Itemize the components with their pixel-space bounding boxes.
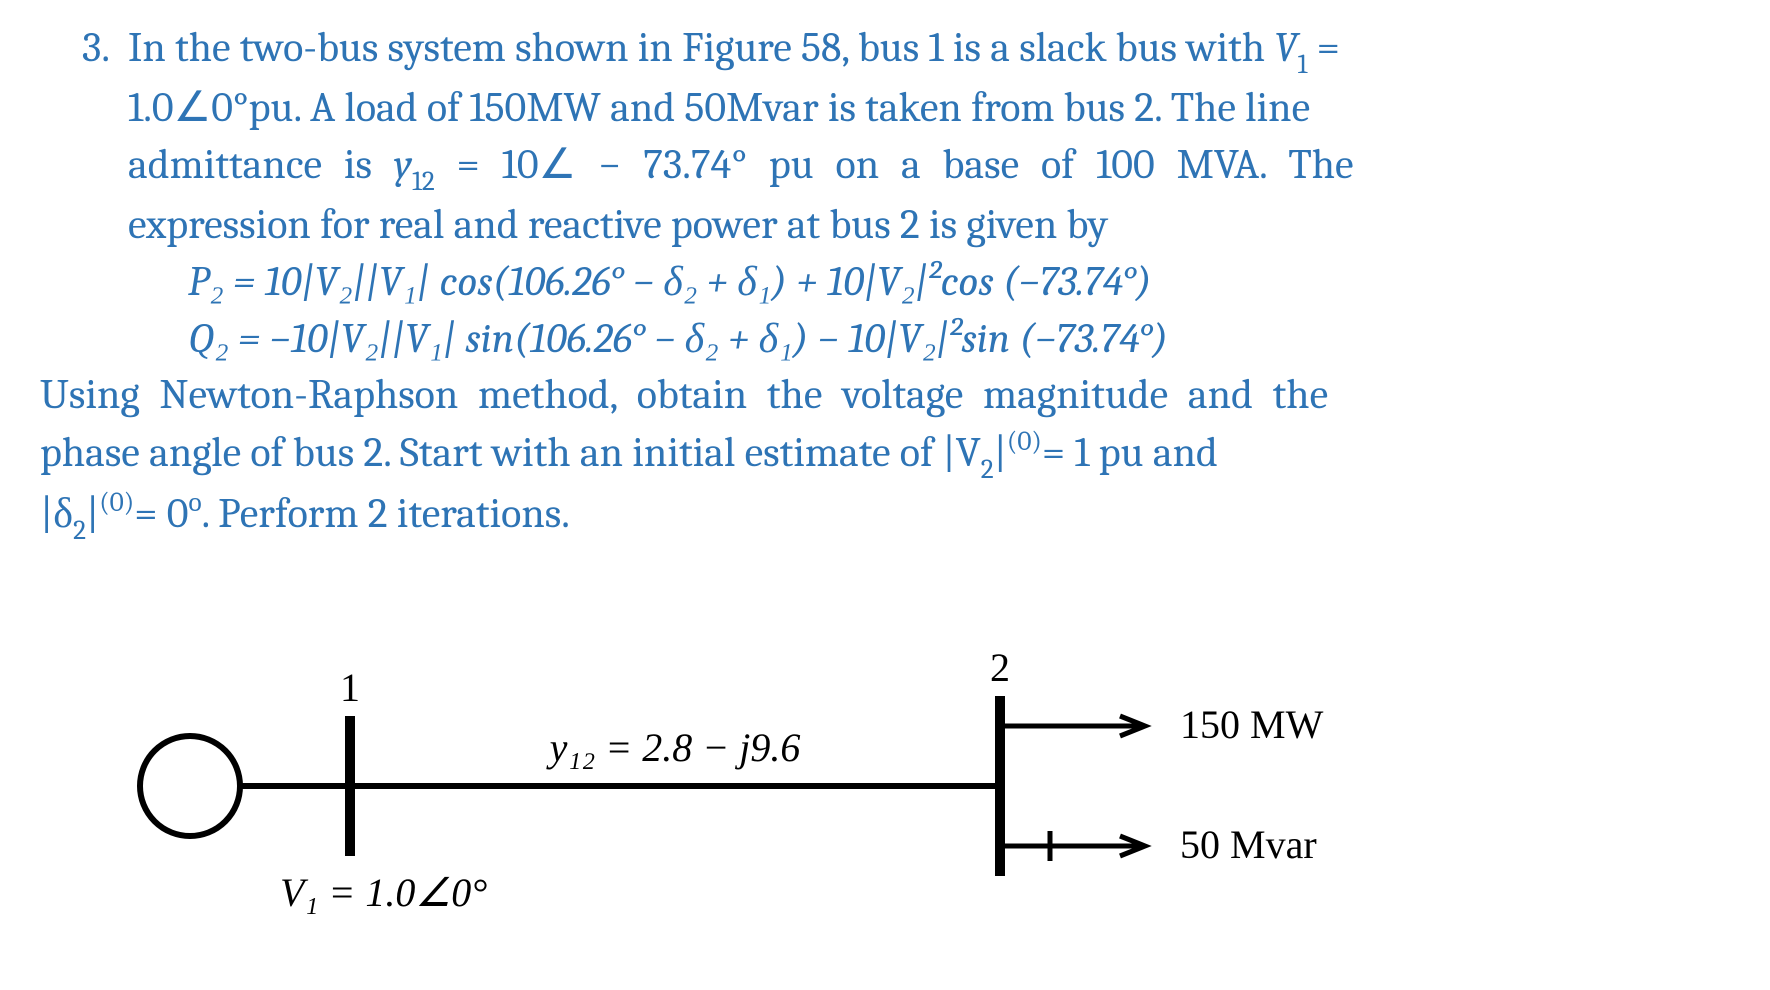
problem-page: 3. In the two-bus system shown in Figure… xyxy=(0,0,1770,920)
text-fragment: | xyxy=(994,428,1007,477)
symbol-y12-sub: 12 xyxy=(412,165,435,197)
problem-line-3: admittance is y12 = 10∠ − 73.74° pu on a… xyxy=(128,137,1730,197)
equation-Q2: Q₂ = −10|V₂||V₁| sin(106.26° − δ₂ + δ₁) … xyxy=(188,311,1730,368)
sub-2: 2 xyxy=(73,514,86,546)
degree-o: o xyxy=(188,486,201,518)
text-fragment: In the two-bus system shown in Figure 58… xyxy=(128,23,1274,72)
problem-line-1: In the two-bus system shown in Figure 58… xyxy=(128,20,1730,80)
equation-P2: P₂ = 10|V₂||V₁| cos(106.26° − δ₂ + δ₁) +… xyxy=(188,254,1730,311)
circuit-diagram: 1 y₁₂ = 2.8 − j9.6 V₁ = 1.0∠0° 2 150 MW … xyxy=(130,616,1730,920)
problem-line-5: Using Newton-Raphson method, obtain the … xyxy=(40,367,1730,424)
problem-line-6: phase angle of bus 2. Start with an init… xyxy=(40,424,1730,485)
sub-2: 2 xyxy=(981,453,994,485)
bus-2-label: 2 xyxy=(990,645,1010,690)
text-fragment: = 1 pu and xyxy=(1042,428,1218,477)
two-bus-svg: 1 y₁₂ = 2.8 − j9.6 V₁ = 1.0∠0° 2 150 MW … xyxy=(130,616,1530,916)
text-fragment: |δ xyxy=(40,489,73,538)
text-fragment: = 0 xyxy=(134,489,188,538)
problem-line-2: 1.0∠0°pu. A load of 150MW and 50Mvar is … xyxy=(128,80,1730,137)
y12-label: y₁₂ = 2.8 − j9.6 xyxy=(546,725,801,770)
text-fragment: | xyxy=(86,489,99,538)
text-fragment: admittance is xyxy=(128,140,394,189)
generator-symbol xyxy=(140,736,240,836)
problem-line-7: |δ2|(0)= 0o. Perform 2 iterations. xyxy=(40,485,1730,546)
v1-label: V₁ = 1.0∠0° xyxy=(280,870,487,915)
problem-block: 3. In the two-bus system shown in Figure… xyxy=(40,20,1730,367)
symbol-y12: y xyxy=(394,140,412,189)
text-fragment: phase angle of bus 2. Start with an init… xyxy=(40,428,981,477)
symbol-V1-sub: 1 xyxy=(1298,48,1308,80)
text-fragment: . Perform 2 iterations. xyxy=(202,489,570,538)
problem-number: 3. xyxy=(40,20,128,77)
p-load-label: 150 MW xyxy=(1180,702,1324,747)
symbol-V1: V xyxy=(1274,23,1297,72)
text-fragment: = 10∠ − 73.74° pu on a base of 100 MVA. … xyxy=(435,140,1354,189)
text-fragment: = xyxy=(1307,23,1340,72)
sup-0: (0) xyxy=(99,486,134,518)
problem-line-4: expression for real and reactive power a… xyxy=(128,197,1730,254)
sup-0: (0) xyxy=(1007,425,1042,457)
q-load-label: 50 Mvar xyxy=(1180,822,1317,867)
bus-1-label: 1 xyxy=(340,665,360,710)
